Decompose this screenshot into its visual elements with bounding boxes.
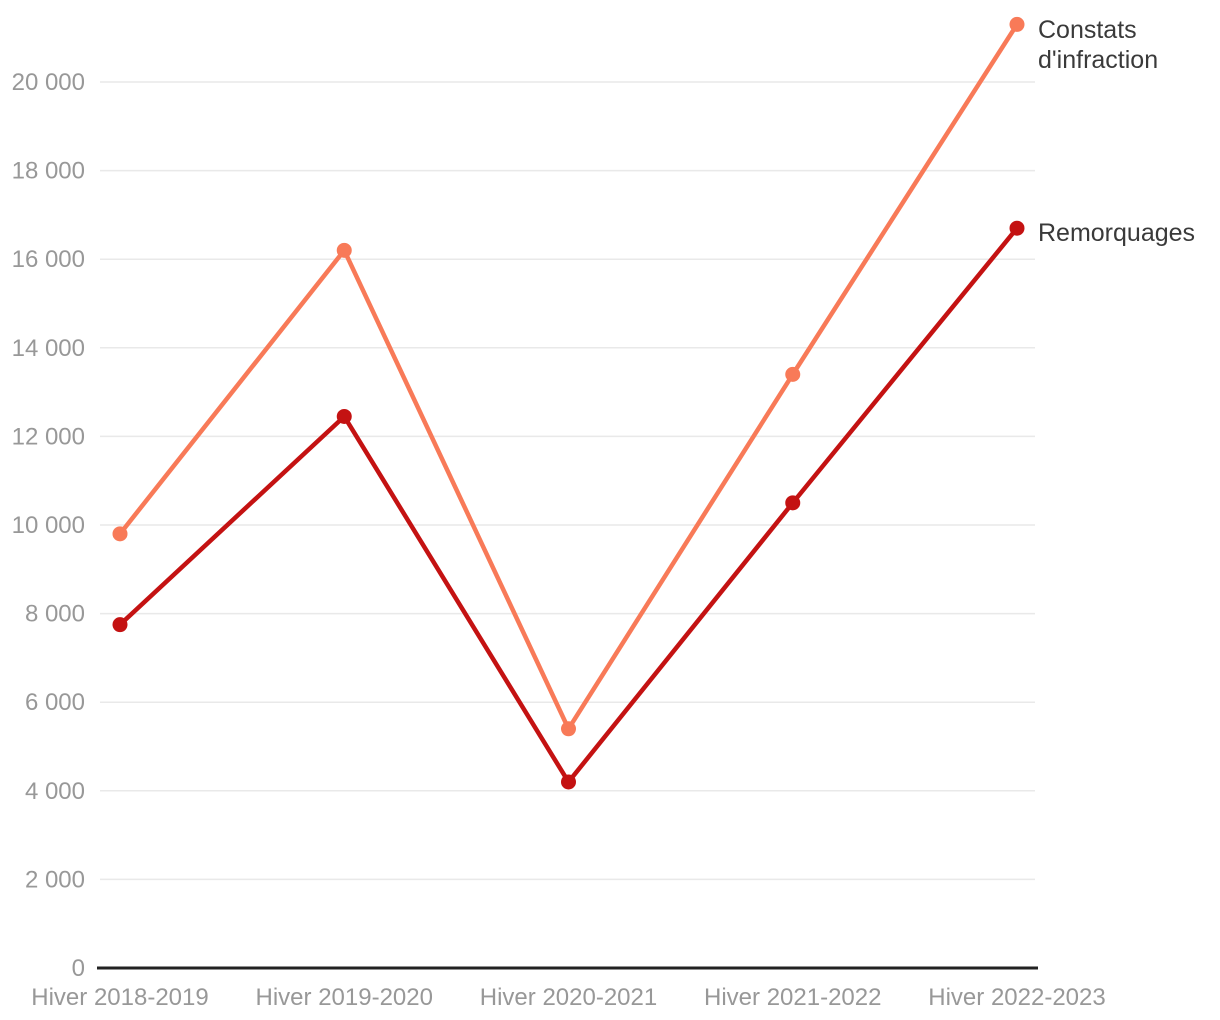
data-point — [561, 774, 576, 790]
data-point — [336, 242, 352, 258]
data-point — [1009, 16, 1025, 32]
data-point — [112, 617, 128, 633]
y-tick-label: 18 000 — [12, 158, 85, 185]
y-tick-label: 2 000 — [25, 866, 85, 893]
y-tick-label: 8 000 — [25, 601, 85, 628]
data-point — [112, 526, 128, 542]
x-tick-label: Hiver 2018-2019 — [31, 984, 208, 1011]
x-tick-label: Hiver 2021-2022 — [704, 984, 881, 1011]
data-point — [336, 408, 352, 424]
y-tick-label: 6 000 — [25, 689, 85, 716]
legend-label-remorquages: Remorquages — [1038, 219, 1196, 247]
x-tick-label: Hiver 2022-2023 — [928, 984, 1105, 1011]
series-line-0 — [117, 22, 1020, 732]
y-tick-label: 16 000 — [12, 246, 85, 273]
y-tick-label: 14 000 — [12, 335, 85, 362]
x-tick-label: Hiver 2020-2021 — [480, 984, 657, 1011]
data-point — [785, 495, 801, 511]
x-tick-label: Hiver 2019-2020 — [256, 984, 433, 1011]
y-tick-label: 20 000 — [12, 69, 85, 96]
y-tick-label: 10 000 — [12, 512, 85, 539]
series-line-1 — [117, 225, 1020, 785]
y-tick-label: 4 000 — [25, 778, 85, 805]
data-point — [1009, 220, 1025, 236]
legend-label-constats-infraction: Constats d'infraction — [1038, 16, 1159, 74]
data-point — [561, 721, 576, 737]
y-tick-label: 12 000 — [12, 423, 85, 450]
y-tick-label: 0 — [72, 955, 85, 982]
data-point — [785, 366, 801, 382]
